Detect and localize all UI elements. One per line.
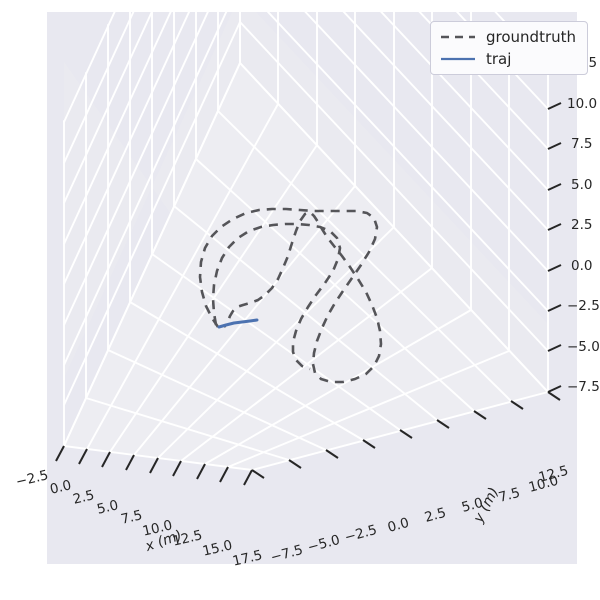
ztick-label: −2.5 [567,298,600,314]
xtick-label: 17.5 [231,547,264,569]
ytick-label: 12.5 [537,463,570,486]
tick-marks-z [547,61,562,393]
tick-labels-y: −7.5 −5.0 −2.5 0.0 2.5 5.0 7.5 10.0 12.5 [269,463,570,566]
ztick-label: −5.0 [567,339,600,355]
ytick-label: −5.0 [306,532,342,556]
legend[interactable]: groundtruth traj [430,21,588,75]
series-groundtruth [198,207,383,384]
ytick-label: 10.0 [527,473,560,496]
ztick-label: −7.5 [567,379,600,395]
xtick-label: 10.0 [141,517,174,539]
tick-labels-x: −2.5 0.0 2.5 5.0 7.5 10.0 12.5 15.0 17.5 [14,467,264,569]
ytick-label: 0.0 [386,515,411,536]
tick-labels-z: −7.5 −5.0 −2.5 0.0 2.5 5.0 7.5 10.0 12.5 [567,55,600,395]
ztick-label: 7.5 [571,136,592,152]
series-traj [217,318,259,329]
legend-item-traj[interactable]: traj [440,48,511,70]
xtick-label: 15.0 [201,537,234,559]
legend-label-groundtruth: groundtruth [486,28,577,46]
ytick-label: 7.5 [497,485,522,506]
ytick-label: 2.5 [423,505,448,526]
legend-swatch-solid [441,57,475,61]
xtick-label: 5.0 [95,497,120,517]
legend-swatch-dashed [441,35,475,39]
xtick-label: 2.5 [71,487,96,507]
xtick-label: −2.5 [14,467,50,490]
xtick-label: 0.0 [48,477,73,497]
legend-item-groundtruth[interactable]: groundtruth [440,26,576,48]
xtick-label: 7.5 [119,507,144,527]
xtick-label: 12.5 [171,527,204,549]
series-groundtruth-lobe [211,222,342,371]
tick-marks-x [55,445,253,486]
ztick-label: 0.0 [571,258,592,274]
ytick-label: −2.5 [343,522,379,546]
ztick-label: 5.0 [571,177,592,193]
ztick-label: 10.0 [567,96,597,112]
ytick-label: 5.0 [460,495,485,516]
ytick-label: −7.5 [269,542,305,566]
legend-label-traj: traj [486,50,512,68]
ztick-label: 2.5 [571,217,592,233]
tick-marks-y [251,391,561,479]
